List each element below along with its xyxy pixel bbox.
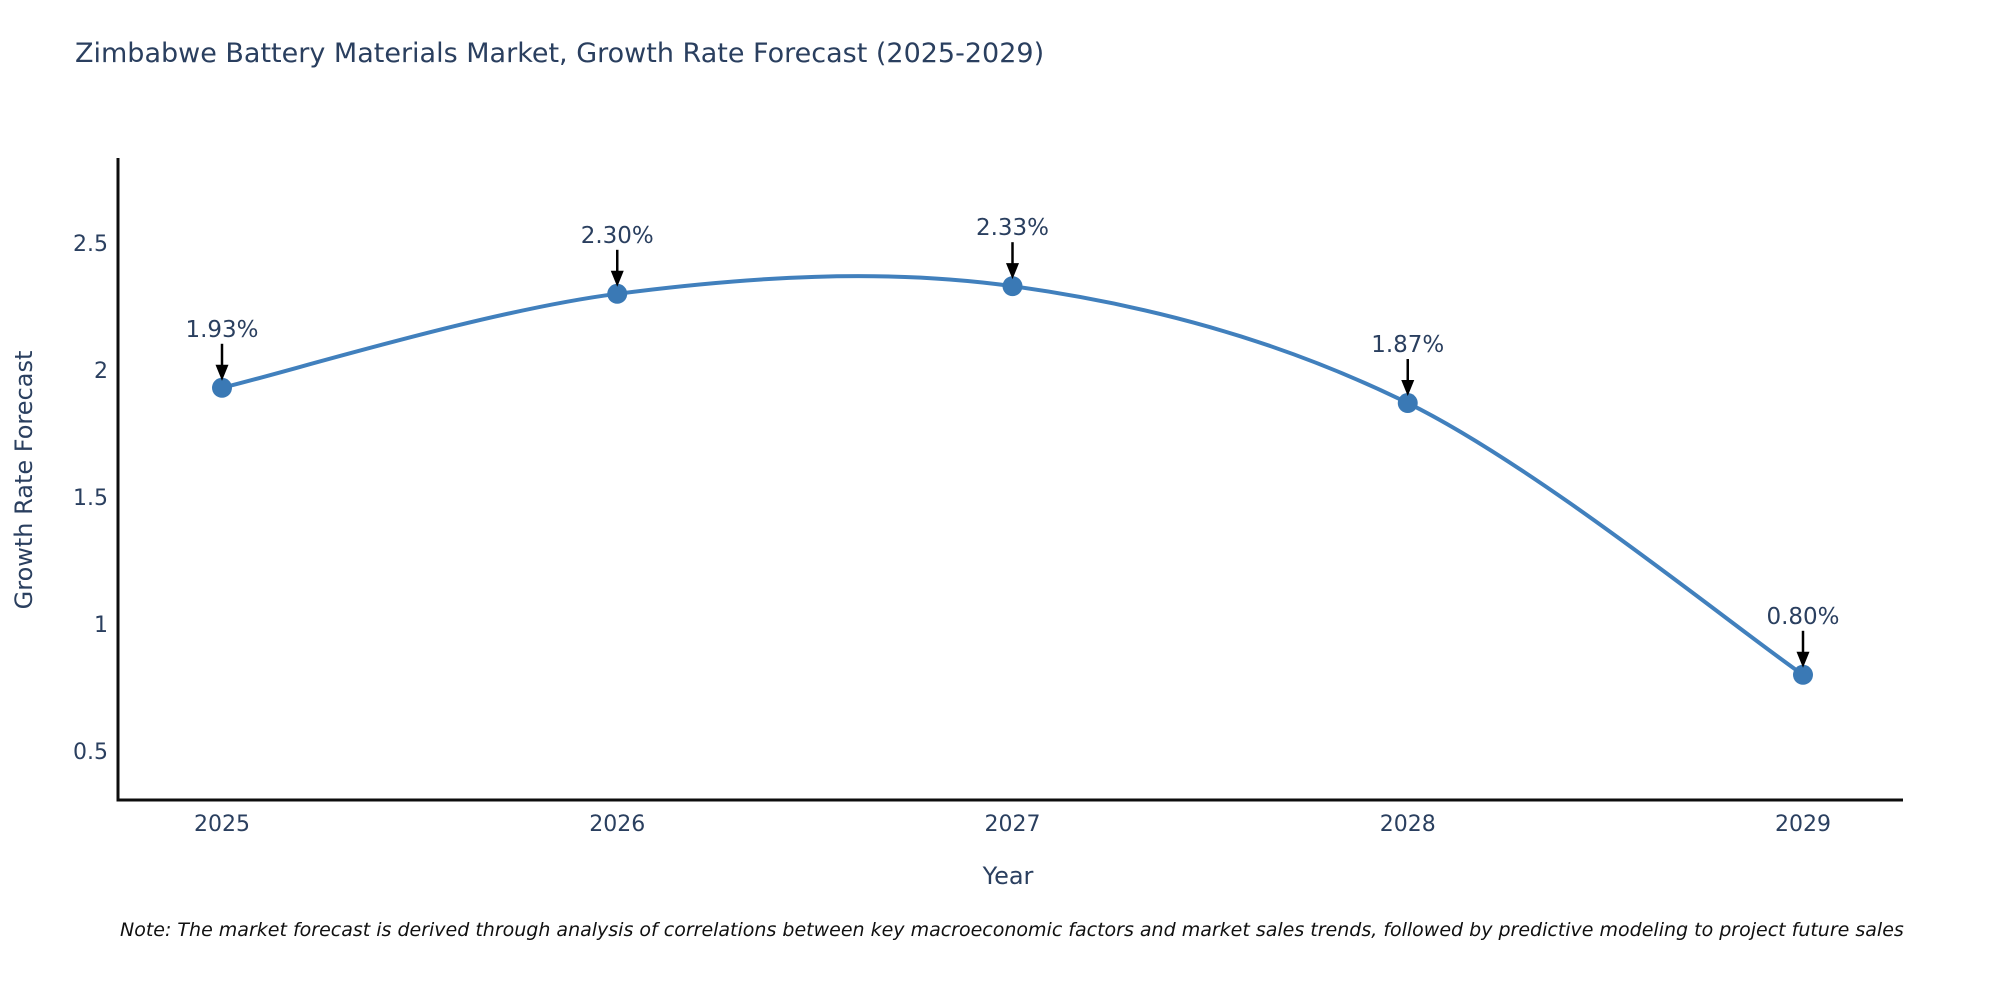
x-axis-tick-labels: 2025 2026 2027 2028 2029 [194,812,1831,837]
x-tick-label: 2025 [194,812,250,837]
y-tick-label: 2 [94,359,108,384]
y-tick-label: 1.5 [73,486,108,511]
x-tick-label: 2028 [1380,812,1436,837]
data-point-value-label: 0.80% [1766,604,1839,630]
x-tick-label: 2026 [589,812,645,837]
data-point-marker [212,377,232,398]
data-point-marker [1002,276,1023,297]
y-tick-label: 2.5 [73,232,108,257]
data-point-marker [1793,664,1813,685]
y-axis-tick-labels: 0.5 1 1.5 2 2.5 [73,232,108,765]
y-tick-label: 1 [94,613,108,638]
x-axis-title: Year [982,862,1034,890]
annotation-arrowhead-icon [610,270,624,287]
y-axis-title: Growth Rate Forecast [10,351,38,610]
data-point-markers [212,276,1813,685]
chart-title: Zimbabwe Battery Materials Market, Growt… [75,38,1045,69]
x-tick-label: 2029 [1775,812,1831,837]
data-point-marker [1397,393,1418,414]
data-point-value-label: 1.93% [185,317,258,343]
annotation-arrowhead-icon [215,364,229,381]
data-point-marker [607,283,628,304]
footnote: Note: The market forecast is derived thr… [120,919,1904,941]
annotation-arrowhead-icon [1006,263,1019,280]
data-point-value-label: 2.33% [976,215,1049,241]
data-point-value-label: 1.87% [1371,332,1444,358]
growth-rate-trace-line [221,274,1805,677]
annotation-arrowhead-icon [1796,651,1810,668]
y-tick-label: 0.5 [73,740,108,765]
annotation-arrowhead-icon [1401,380,1415,397]
data-point-value-label: 2.30% [581,223,654,249]
x-tick-label: 2027 [985,812,1041,837]
data-point-annotations: 1.93% 2.30% 2.33% 1.87% 0.80% [185,215,1840,668]
